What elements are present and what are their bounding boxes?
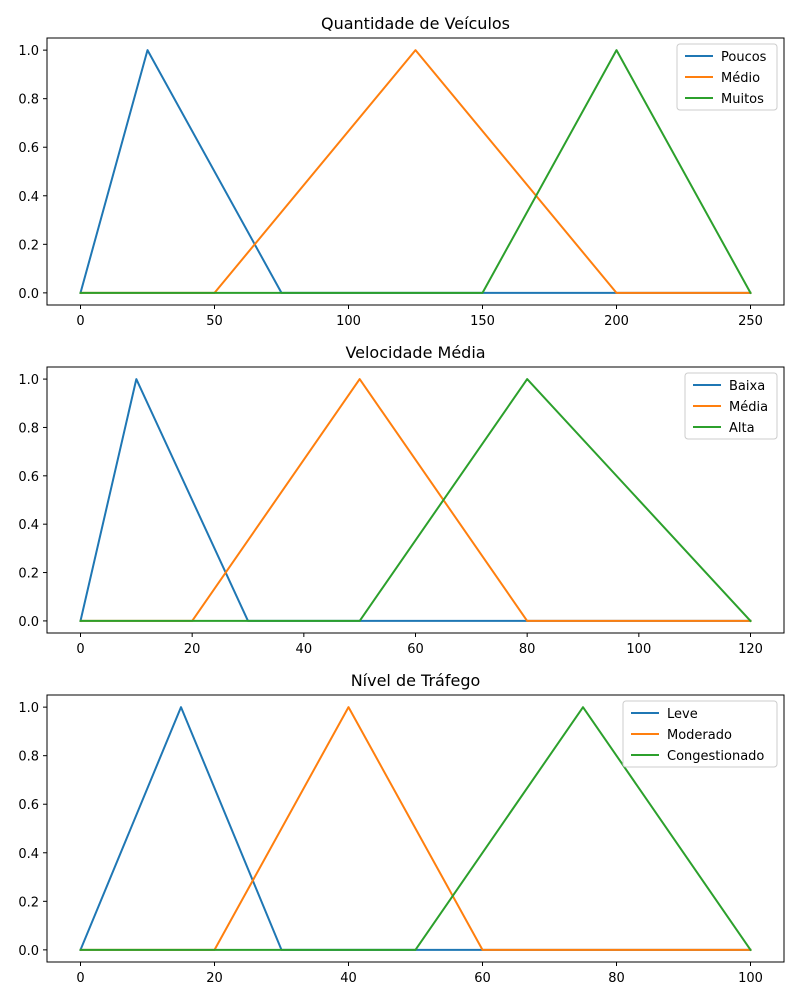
x-tick-label: 100 [738, 971, 763, 986]
series-line-médio [79, 49, 752, 294]
y-tick-label: 0.8 [18, 93, 39, 108]
y-tick-label: 0.6 [18, 798, 39, 813]
y-tick-label: 0.8 [18, 421, 39, 436]
x-tick-label: 150 [470, 314, 495, 329]
series-line-congestionado [79, 706, 752, 952]
legend-box [622, 700, 778, 768]
x-tick-label: 40 [340, 971, 357, 986]
series-line-muitos [79, 49, 752, 295]
y-tick-label: 0.2 [18, 238, 39, 253]
x-tick-label: 20 [184, 642, 201, 657]
x-tick-label: 60 [407, 642, 424, 657]
legend-box [684, 372, 778, 440]
legend-label: Médio [721, 71, 760, 86]
axes-frame [46, 37, 785, 306]
y-tick-label: 1.0 [18, 373, 39, 388]
legend-label: Média [729, 400, 768, 415]
axes-frame [46, 366, 785, 634]
y-tick-label: 0.4 [18, 190, 39, 205]
x-tick-label: 80 [608, 971, 625, 986]
legend: Baixa Média Alta [684, 372, 778, 440]
legend: Poucos Médio Muitos [676, 43, 778, 111]
x-tick-label: 0 [76, 971, 84, 986]
x-tick-label: 0 [76, 314, 84, 329]
y-tick-label: 0.4 [18, 518, 39, 533]
legend-label: Poucos [721, 50, 767, 65]
y-tick-label: 1.0 [18, 44, 39, 59]
legend-label: Moderado [667, 728, 732, 743]
x-tick-label: 0 [76, 642, 84, 657]
x-tick-label: 120 [738, 642, 763, 657]
subplot-3: Nível de Tráfego 0 20 40 60 80 100 0.0 0.2 0.4 0.6… [18, 671, 785, 986]
legend-label: Muitos [721, 92, 764, 107]
legend: Leve Moderado Congestionado [622, 700, 778, 768]
y-tick-label: 0.4 [18, 847, 39, 862]
y-tick-label: 0.0 [18, 287, 39, 302]
x-tick-label: 200 [604, 314, 629, 329]
x-tick-label: 40 [296, 642, 313, 657]
x-tick-label: 20 [206, 971, 223, 986]
series-line-alta [79, 378, 752, 623]
x-tick-label: 100 [626, 642, 651, 657]
x-tick-label: 80 [519, 642, 536, 657]
axes-frame [46, 694, 785, 963]
y-tick-label: 0.0 [18, 944, 39, 959]
x-tick-label: 60 [474, 971, 491, 986]
x-tick-label: 50 [206, 314, 223, 329]
series-line-poucos [79, 49, 752, 295]
x-tick-label: 100 [336, 314, 361, 329]
legend-label: Alta [729, 421, 755, 436]
legend-label: Baixa [729, 379, 765, 394]
chart-title: Nível de Tráfego [351, 671, 481, 690]
y-tick-label: 1.0 [18, 701, 39, 716]
legend-label: Leve [667, 707, 698, 722]
y-tick-label: 0.6 [18, 141, 39, 156]
series-line-baixa [79, 378, 752, 623]
chart-title: Velocidade Média [345, 343, 485, 362]
y-tick-label: 0.0 [18, 615, 39, 630]
series-line-média [79, 378, 752, 622]
subplot-2: Velocidade Média 0 20 40 60 80 100 120 0.0 0.2 0.4… [18, 343, 785, 657]
legend-label: Congestionado [667, 749, 764, 764]
y-tick-label: 0.2 [18, 895, 39, 910]
legend-box [676, 43, 778, 111]
chart-title: Quantidade de Veículos [321, 14, 510, 33]
x-tick-label: 250 [738, 314, 763, 329]
y-tick-label: 0.8 [18, 750, 39, 765]
subplot-1: Quantidade de Veículos 0 50 100 150 200 250 0.0… [18, 14, 785, 329]
y-tick-label: 0.6 [18, 470, 39, 485]
y-tick-label: 0.2 [18, 567, 39, 582]
